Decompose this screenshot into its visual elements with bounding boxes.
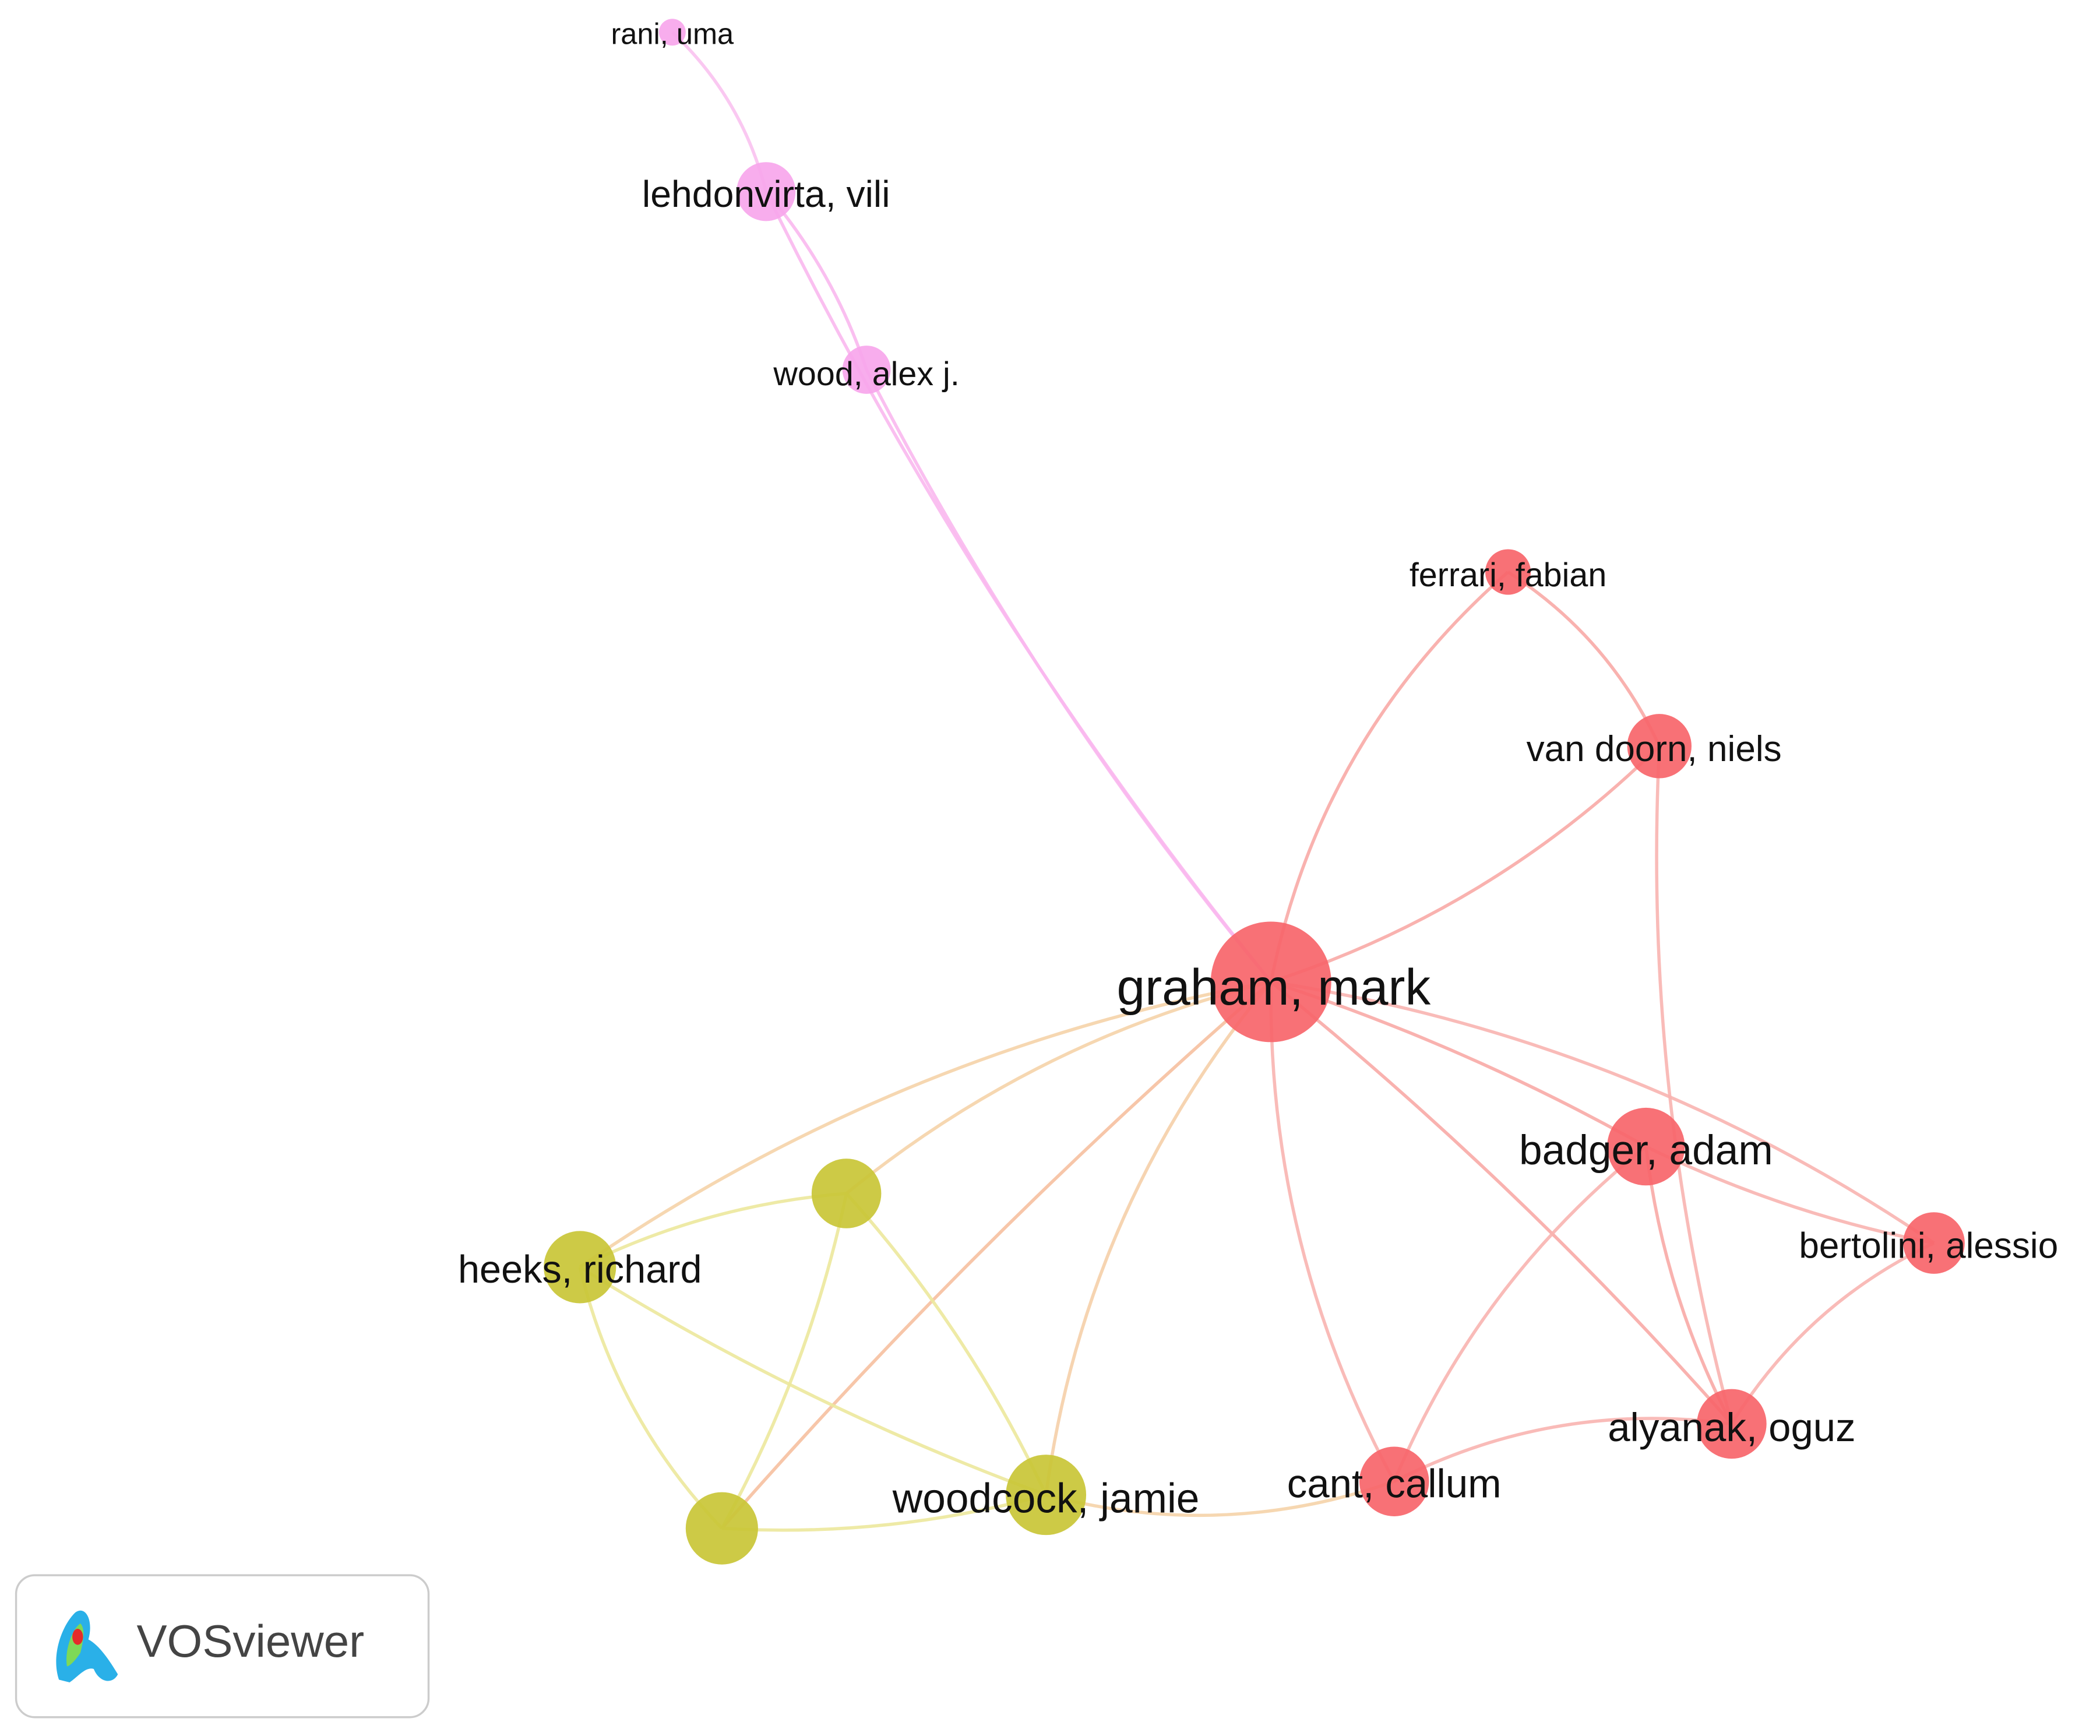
node-label: bertolini, alessio <box>1799 1226 2058 1266</box>
edge <box>1393 1145 1647 1483</box>
node <box>544 1231 616 1304</box>
edge <box>1270 745 1661 984</box>
node-label: graham, mark <box>1117 959 1431 1016</box>
edge <box>721 1493 1047 1532</box>
edge <box>1644 1146 1733 1425</box>
node-label: alyanak, oguz <box>1608 1405 1855 1450</box>
edge <box>1269 571 1509 983</box>
edge <box>1269 981 1396 1483</box>
node <box>1210 921 1331 1043</box>
logo-text: VOSviewer <box>136 1615 364 1667</box>
logo-box: VOSviewer <box>15 1574 430 1719</box>
node <box>1903 1212 1965 1274</box>
edge <box>1655 746 1733 1425</box>
nodes <box>544 19 1965 1565</box>
node-label: ferrari, fabian <box>1410 557 1607 594</box>
node-label: rani, uma <box>611 17 734 51</box>
node <box>658 19 686 46</box>
node <box>842 346 891 394</box>
edge <box>1730 1241 1935 1425</box>
logo-icon <box>56 1610 118 1682</box>
edge <box>1045 1480 1395 1517</box>
node-label: heeks, richard <box>458 1248 702 1291</box>
edges <box>578 31 1935 1532</box>
node <box>685 1492 758 1565</box>
node <box>737 162 796 221</box>
edge <box>845 1192 1048 1496</box>
node-label: woodcock, jamie <box>892 1476 1200 1522</box>
node <box>1697 1389 1767 1459</box>
edge <box>1507 571 1661 747</box>
node <box>1485 549 1531 595</box>
edge <box>579 980 1271 1269</box>
edge <box>1270 980 1935 1245</box>
node-label: badger, adam <box>1519 1127 1773 1174</box>
logo-frame <box>15 1574 430 1719</box>
edge <box>865 369 1273 983</box>
node-label: cant, callum <box>1287 1462 1502 1506</box>
labels: rani, uma lehdonvirta, vili wood, alex j. f… <box>458 17 2058 1522</box>
node-label: van doorn, niels <box>1527 729 1782 769</box>
node <box>1359 1446 1429 1516</box>
logo-icon-core <box>72 1629 83 1645</box>
edge <box>764 190 868 371</box>
node <box>1006 1455 1087 1536</box>
node-label: lehdonvirta, vili <box>642 173 890 215</box>
edge <box>720 980 1273 1530</box>
edge <box>1645 1145 1935 1245</box>
edge <box>579 1192 847 1269</box>
edge <box>845 980 1271 1195</box>
node-label: wood, alex j. <box>773 355 959 393</box>
node <box>1627 714 1692 779</box>
edge <box>1393 1417 1732 1483</box>
edge <box>578 1266 723 1530</box>
edge <box>1270 980 1733 1425</box>
edge <box>1044 981 1273 1495</box>
edge <box>579 1266 1047 1496</box>
edge <box>720 1193 848 1529</box>
node <box>811 1158 882 1228</box>
node <box>1607 1107 1685 1186</box>
